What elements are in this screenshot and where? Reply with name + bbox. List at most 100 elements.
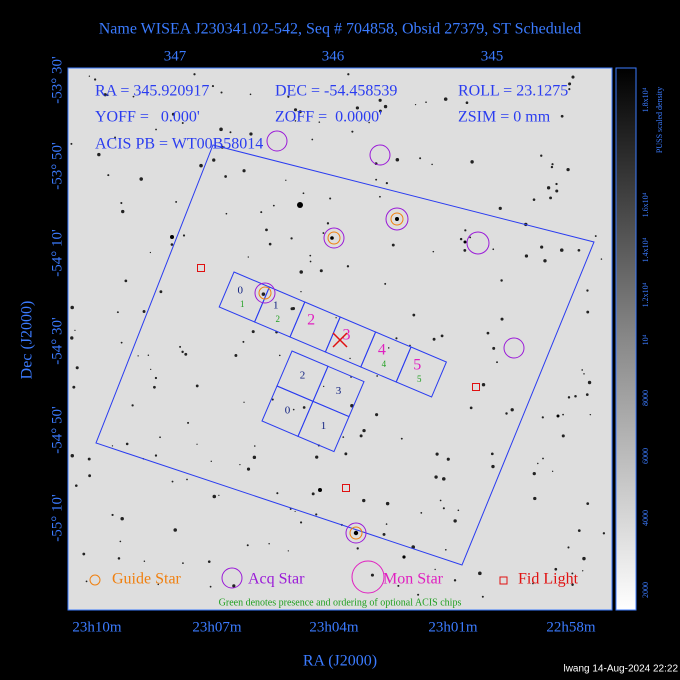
star — [425, 101, 427, 103]
acis-i-chip-label: 2 — [300, 370, 306, 382]
star — [567, 546, 570, 549]
star — [383, 104, 388, 109]
colorbar-label: 1.4x10⁴ — [641, 237, 650, 262]
star — [154, 376, 158, 380]
legend-guide-icon — [89, 574, 101, 586]
star-field — [70, 73, 606, 598]
star — [481, 595, 484, 598]
star — [170, 243, 174, 246]
star — [87, 457, 91, 461]
star — [232, 584, 236, 588]
star — [234, 354, 238, 357]
star — [551, 163, 554, 166]
star — [179, 345, 182, 348]
star — [344, 452, 348, 456]
acq-star — [503, 337, 525, 359]
star — [147, 354, 150, 356]
star — [469, 406, 473, 410]
star — [568, 88, 571, 91]
star — [600, 258, 603, 260]
star — [582, 570, 584, 572]
acq-star — [345, 522, 367, 544]
star — [491, 464, 495, 469]
star — [594, 235, 597, 238]
top-tick-label: 345 — [481, 48, 504, 64]
star — [359, 434, 363, 438]
star — [385, 501, 390, 506]
guide-star — [258, 286, 272, 300]
star — [75, 366, 79, 370]
star — [116, 311, 119, 314]
star — [319, 269, 323, 273]
star — [318, 121, 321, 123]
star — [550, 165, 554, 169]
star — [246, 467, 251, 471]
legend-mon: Mon Star — [383, 571, 444, 588]
star — [463, 248, 467, 252]
star — [432, 250, 435, 253]
star — [395, 157, 400, 162]
star — [111, 513, 114, 517]
star — [229, 131, 232, 134]
star — [299, 521, 303, 524]
star — [440, 334, 444, 338]
star — [554, 567, 558, 571]
star — [294, 120, 297, 122]
star — [210, 460, 212, 463]
acis-optional-label: 2 — [275, 314, 280, 324]
star — [253, 445, 256, 447]
star — [294, 510, 296, 513]
y-axis-label: Dec (J2000) — [19, 301, 36, 380]
star — [70, 142, 73, 145]
info-zsim: ZSIM = 0 mm — [458, 109, 551, 126]
star — [291, 306, 296, 311]
star — [542, 457, 544, 460]
star — [249, 132, 253, 136]
star — [546, 186, 551, 190]
star — [470, 160, 474, 164]
legend-acq: Acq Star — [248, 571, 305, 588]
star — [207, 560, 211, 563]
star — [271, 398, 274, 401]
guide-star — [327, 231, 341, 245]
star — [464, 229, 467, 232]
acq-star — [369, 144, 391, 166]
star — [212, 494, 217, 499]
star — [378, 98, 382, 102]
star — [385, 523, 388, 525]
star — [574, 395, 577, 398]
star — [173, 528, 177, 532]
y-tick-label: -54° 50' — [49, 406, 65, 454]
star — [247, 256, 249, 258]
star — [181, 122, 184, 124]
star — [375, 413, 379, 417]
fid-light — [472, 383, 480, 391]
star — [322, 232, 325, 234]
star — [184, 352, 188, 356]
star — [589, 413, 592, 416]
star — [571, 583, 574, 586]
star — [209, 585, 212, 588]
colorbar-title: PUSS scaled density — [655, 87, 664, 153]
star — [276, 492, 279, 495]
star — [368, 121, 370, 124]
star — [187, 421, 190, 424]
star — [137, 355, 139, 357]
acis-i-chip-label: 3 — [336, 385, 342, 397]
star — [347, 73, 350, 76]
info-roll: ROLL = 23.1275 — [458, 83, 568, 100]
star — [218, 494, 220, 497]
star — [251, 330, 255, 334]
star — [220, 91, 223, 94]
star — [97, 152, 101, 157]
star — [551, 470, 554, 472]
star — [297, 202, 303, 208]
star — [586, 289, 589, 292]
star — [309, 260, 312, 263]
star — [224, 175, 227, 178]
colorbar-label: 2000 — [641, 582, 650, 598]
star — [242, 169, 246, 173]
star — [329, 197, 332, 200]
star — [541, 416, 544, 419]
